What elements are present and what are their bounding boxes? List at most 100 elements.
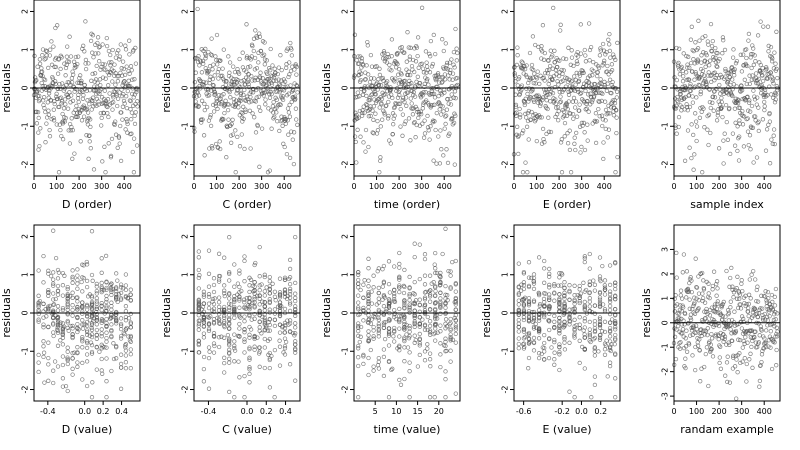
data-point [735,100,741,106]
data-point [279,78,284,83]
y-tick-label: 2 [501,9,510,14]
x-tick-label: 0 [31,182,36,191]
data-point [572,105,578,110]
data-point [516,336,521,341]
data-point [110,79,115,84]
data-point [224,155,229,160]
data-point [752,94,757,99]
data-point [557,367,562,373]
data-point [75,286,80,291]
data-point [537,115,542,120]
data-point [600,63,605,68]
data-point [121,330,126,336]
data-point [117,57,122,62]
data-point [75,321,80,327]
data-point [65,298,70,304]
data-point [756,119,761,124]
data-point [433,77,439,83]
data-point [384,83,389,88]
data-point [774,29,779,34]
data-point [381,263,387,269]
data-point [42,380,47,385]
data-point [118,323,124,328]
data-point [80,377,85,382]
data-point [368,52,374,58]
data-point [293,378,298,383]
data-point [601,61,606,66]
data-point [366,372,371,378]
data-point [110,47,115,53]
data-point [520,60,525,65]
data-point [58,127,63,133]
data-point [607,263,613,268]
data-point [65,358,70,363]
data-point [256,60,261,65]
x-tick-label: 400 [117,182,132,191]
data-point [562,134,567,139]
y-tick-label: 2 [661,9,670,14]
data-point [285,106,291,111]
data-point [55,364,61,369]
data-point [118,297,124,302]
data-point [94,291,99,296]
data-point [53,313,58,318]
data-point [567,283,572,288]
data-point [99,303,104,308]
data-point [428,364,433,369]
data-point [55,283,61,289]
data-point [712,95,718,100]
data-point [614,115,619,120]
x-tick-label: 200 [551,182,566,191]
data-point [531,348,537,353]
data-point [222,110,227,116]
data-point [120,59,126,64]
data-point [227,60,233,65]
x-tick-label: 300 [414,182,429,191]
data-point [441,48,446,54]
x-axis-label: E (value) [542,423,591,436]
data-point [684,105,690,110]
data-point [238,96,243,101]
data-point [113,119,118,124]
x-tick-label: -0.6 [516,407,532,416]
data-point [732,309,737,314]
data-point [363,76,368,82]
data-point [46,268,51,273]
data-point [127,52,132,57]
data-point [425,346,430,351]
data-point [94,306,99,312]
data-point [680,79,686,84]
data-point [583,59,589,64]
data-point [602,79,607,85]
data-point [581,280,586,285]
data-point [400,112,406,117]
data-point [267,291,272,296]
data-point [79,118,85,123]
data-point [65,325,70,331]
data-point [41,339,46,344]
data-point [523,160,528,165]
data-point [694,326,699,332]
data-point [74,64,79,69]
data-point [594,119,600,124]
data-point [293,62,298,67]
data-point [200,117,205,122]
data-point [241,116,246,121]
data-point [196,249,201,254]
data-point [769,59,775,64]
data-point [69,76,75,81]
data-point [746,301,752,307]
data-point [761,24,766,29]
data-point [412,333,417,338]
data-point [48,273,54,279]
data-point [719,95,724,101]
data-point [54,122,59,127]
data-point [745,129,751,134]
data-point [607,31,612,37]
data-point [132,121,138,127]
data-point [65,361,70,367]
data-point [363,149,368,154]
data-point [419,5,425,10]
data-point [407,54,413,59]
data-point [84,328,90,333]
